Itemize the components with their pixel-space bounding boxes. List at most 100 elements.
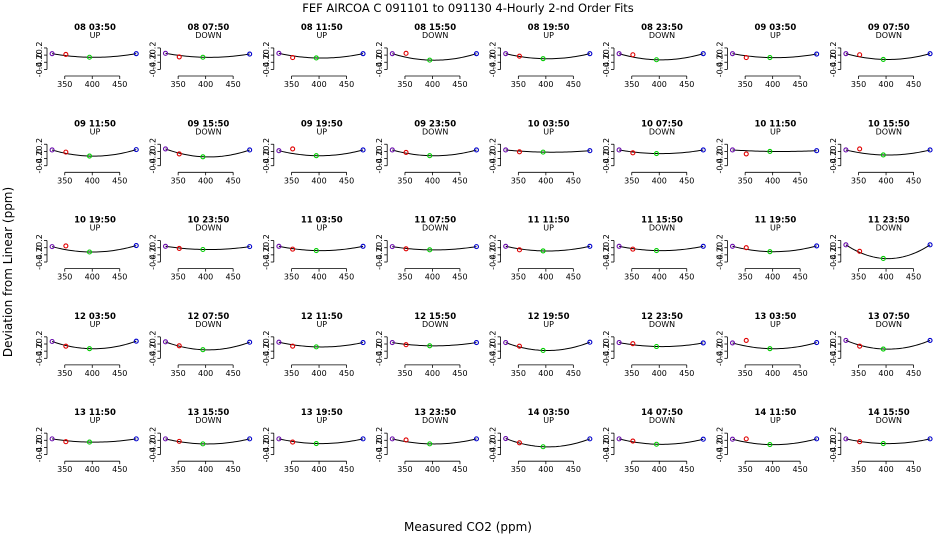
data-point	[814, 148, 820, 154]
panel-mode: UP	[90, 224, 101, 233]
data-point	[540, 149, 546, 155]
y-tick-label: 0.2	[262, 330, 271, 343]
x-tick-label: 450	[906, 465, 921, 474]
x-tick-label: 350	[171, 465, 186, 474]
x-tick-label: 350	[511, 176, 526, 185]
x-tick-label: 350	[511, 369, 526, 378]
y-tick-label: 0	[829, 245, 838, 250]
data-point	[360, 243, 366, 249]
panel-title: 09 19:50	[301, 119, 343, 129]
y-tick-label: -0.4	[829, 351, 838, 367]
x-tick-label: 350	[171, 176, 186, 185]
y-tick-label: -0.4	[375, 254, 384, 270]
y-tick-label: -0.2	[715, 247, 724, 263]
data-point	[743, 151, 749, 157]
panel-title: 13 03:50	[754, 312, 796, 322]
panel-title: 08 15:50	[414, 23, 456, 33]
panel-title: 11 11:50	[528, 216, 570, 226]
x-tick-label: 400	[198, 369, 213, 378]
x-tick-label: 450	[226, 369, 241, 378]
y-tick-label: -0.4	[489, 447, 498, 463]
panel-title: 10 03:50	[528, 119, 570, 129]
data-point	[700, 147, 706, 153]
fit-curve	[505, 438, 591, 448]
y-tick-label: 0	[829, 149, 838, 154]
data-point	[729, 51, 736, 57]
y-tick-label: 0.2	[602, 42, 611, 55]
y-tick-label: 0	[35, 149, 44, 154]
y-tick-label: 0.2	[715, 427, 724, 440]
y-tick-label: 0.2	[489, 330, 498, 343]
fit-curve	[732, 342, 817, 350]
x-tick-label: 400	[652, 369, 667, 378]
x-tick-label: 450	[566, 273, 581, 282]
panel-mode: DOWN	[649, 31, 675, 40]
data-point	[857, 343, 863, 349]
x-tick-label: 450	[452, 176, 467, 185]
y-tick-label: 0	[829, 53, 838, 58]
data-point	[63, 149, 69, 155]
y-tick-label: -0.2	[35, 343, 44, 359]
x-tick-label: 350	[624, 176, 639, 185]
x-tick-label: 350	[397, 176, 412, 185]
data-point	[176, 245, 182, 251]
data-point	[587, 148, 593, 154]
x-tick-label: 450	[452, 80, 467, 89]
y-tick-label: 0	[375, 53, 384, 58]
y-axis-label: Deviation from Linear (ppm)	[1, 187, 15, 357]
x-tick-label: 450	[112, 273, 127, 282]
panel-title: 11 19:50	[754, 216, 796, 226]
fit-curve	[845, 244, 931, 260]
data-point	[86, 346, 93, 352]
y-tick-label: -0.2	[829, 247, 838, 263]
x-tick-label: 350	[57, 369, 72, 378]
y-tick-label: 0	[602, 341, 611, 346]
data-point	[200, 441, 206, 447]
x-tick-label: 400	[765, 273, 780, 282]
panel-mode: DOWN	[876, 320, 902, 329]
data-point	[516, 247, 523, 253]
data-point	[927, 337, 933, 343]
x-tick-label: 400	[538, 369, 553, 378]
data-point	[176, 151, 182, 157]
x-tick-label: 400	[425, 176, 440, 185]
y-tick-label: -0.4	[715, 254, 724, 270]
chart-title: FEF AIRCOA C 091101 to 091130 4-Hourly 2…	[302, 1, 634, 15]
y-tick-label: 0.2	[262, 234, 271, 247]
x-tick-label: 350	[738, 273, 753, 282]
fit-curve	[52, 438, 137, 443]
panel-title: 08 07:50	[187, 23, 229, 33]
panel-mode: DOWN	[422, 416, 448, 425]
y-tick-label: 0	[715, 341, 724, 346]
y-tick-label: -0.4	[375, 62, 384, 78]
panel-mode: UP	[543, 127, 554, 136]
y-tick-label: -0.4	[262, 447, 271, 463]
y-tick-label: 0.2	[262, 42, 271, 55]
panel-mode: DOWN	[195, 31, 221, 40]
fit-curve	[165, 438, 250, 445]
data-point	[743, 337, 749, 343]
panel-title: 11 07:50	[414, 216, 456, 226]
y-tick-label: -0.2	[489, 440, 498, 456]
data-point	[290, 246, 296, 252]
data-point	[389, 51, 395, 57]
x-tick-label: 450	[793, 465, 808, 474]
panel-mode: UP	[770, 31, 781, 40]
x-tick-label: 400	[198, 273, 213, 282]
y-tick-label: 0.2	[35, 330, 44, 343]
fit-curve	[278, 341, 364, 348]
x-tick-label: 450	[452, 369, 467, 378]
x-tick-label: 350	[851, 369, 866, 378]
panel-title: 10 19:50	[74, 216, 116, 226]
data-point	[276, 50, 282, 56]
x-tick-label: 450	[793, 80, 808, 89]
fit-curve	[505, 149, 590, 153]
x-tick-label: 350	[57, 176, 72, 185]
x-tick-label: 450	[339, 176, 354, 185]
x-tick-label: 350	[624, 465, 639, 474]
